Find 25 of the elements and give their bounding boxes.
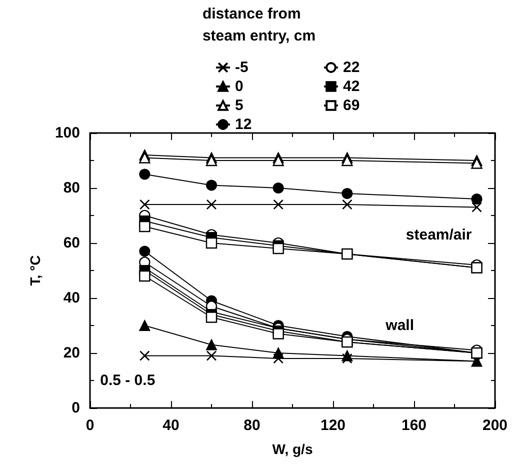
legend-label: 69	[343, 97, 360, 114]
x-tick-label: 0	[86, 417, 94, 434]
y-tick-label: 80	[63, 180, 80, 196]
y-tick-label: 20	[63, 344, 80, 362]
y-axis-title: T, °C	[27, 255, 43, 286]
legend-label: 0	[235, 78, 244, 95]
x-axis-title: W, g/s	[272, 441, 313, 457]
y-tick-label: 60	[63, 234, 80, 252]
x-tick-label: 120	[320, 417, 346, 434]
x-tick-label: 160	[401, 417, 427, 434]
legend-label: 22	[343, 59, 360, 76]
legend-label: 42	[343, 78, 360, 95]
x-tick-label: 200	[482, 417, 508, 434]
x-tick-label: 80	[244, 417, 260, 434]
legend-label: 12	[235, 116, 252, 133]
annotation: 0.5 - 0.5	[100, 372, 156, 389]
y-tick-label: 0	[72, 400, 80, 416]
legend-label: -5	[235, 59, 248, 76]
annotation: steam/air	[406, 226, 472, 244]
y-tick-label: 40	[63, 290, 80, 306]
annotation: wall	[384, 317, 414, 334]
x-tick-label: 40	[162, 417, 180, 434]
legend-label: 5	[235, 97, 244, 114]
legend-title: distance from steam entry, cm	[202, 6, 316, 44]
y-tick-label: 100	[54, 124, 80, 142]
